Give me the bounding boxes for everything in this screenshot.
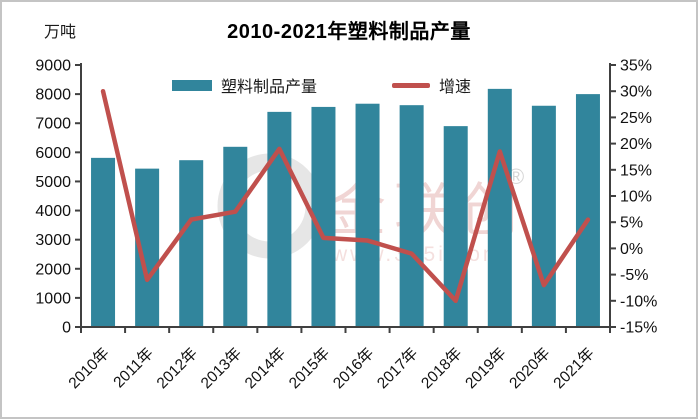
x-tick-label: 2014年 [241,344,289,392]
left-tick-label: 0 [62,320,71,337]
left-tick-label: 7000 [35,116,71,133]
x-tick-label: 2017年 [373,344,421,392]
right-tick-label: 20% [620,136,652,153]
left-tick-label: 2000 [35,261,71,278]
bar-2014年 [267,111,292,327]
bar-2016年 [355,103,380,328]
bar-2013年 [223,146,248,327]
right-tick-label: 35% [620,58,652,75]
x-tick-label: 2012年 [153,344,201,392]
right-tick-label: 15% [620,162,652,179]
growth-line [100,88,591,304]
x-tick-label: 2011年 [110,344,157,391]
x-axis-labels: 2010年2011年2012年2013年2014年2015年2016年2017年… [65,344,598,392]
bars-series [91,88,600,328]
x-tick-label: 2020年 [506,344,554,392]
right-tick-label: 0% [620,241,643,258]
x-tick-label: 2013年 [197,344,245,392]
right-tick-label: -5% [620,267,648,284]
left-axis-labels: 0 1000 2000 3000 4000 5000 6000 7000 8000 9000 [35,58,71,337]
bar-2010年 [91,157,116,327]
bar-2017年 [399,105,424,327]
x-tick-label: 2016年 [329,344,377,392]
right-axis-labels: -15% -10% -5% 0% 5% 10% 15% 20% 25% 30% 35% [620,58,657,337]
right-tick-label: 30% [620,84,652,101]
axes [75,63,616,333]
x-tick-label: 2021年 [550,344,598,392]
right-tick-label: 10% [620,189,652,206]
bar-2019年 [487,88,512,327]
bar-2021年 [575,94,600,327]
x-tick-label: 2018年 [417,344,465,392]
right-tick-label: -15% [620,320,657,337]
legend-item-production: 塑料制品产量 [172,75,318,96]
bar-2020年 [531,105,556,327]
right-tick-label: 25% [620,110,652,127]
left-tick-label: 1000 [35,290,71,307]
left-tick-label: 4000 [35,203,71,220]
left-tick-label: 9000 [35,58,71,75]
legend-label-production: 塑料制品产量 [221,79,318,96]
left-axis-unit-label: 万吨 [44,24,77,41]
legend-label-growth: 增速 [439,79,472,96]
x-tick-label: 2010年 [65,344,113,392]
legend-line-swatch [392,82,430,88]
left-tick-label: 6000 [35,145,71,162]
x-tick-label: 2015年 [285,344,333,392]
chart-title: 2010-2021年塑料制品产量 [227,21,471,43]
legend-bar-swatch [172,79,212,91]
right-tick-label: -10% [620,293,657,310]
left-tick-label: 5000 [35,174,71,191]
legend-item-growth: 增速 [392,75,472,96]
right-tick-label: 5% [620,215,643,232]
x-tick-label: 2019年 [462,344,510,392]
bar-2012年 [179,160,204,327]
left-tick-label: 3000 [35,232,71,249]
left-tick-label: 8000 [35,87,71,104]
